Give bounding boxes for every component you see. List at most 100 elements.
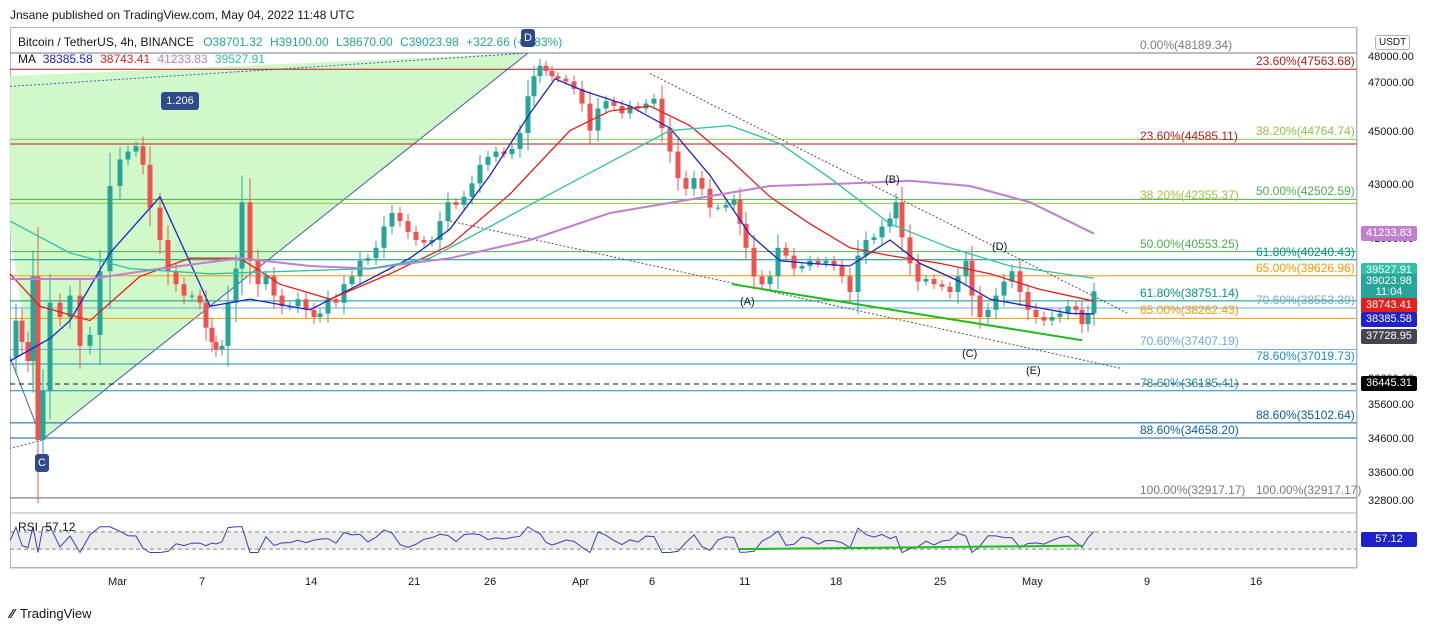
candle-body (899, 202, 905, 238)
candle-body (759, 276, 765, 285)
harmonic-dotted (9, 52, 529, 87)
candle-body (595, 108, 601, 131)
candle-body (213, 342, 219, 350)
fib-level-label: 88.60%(35102.64) (1256, 407, 1355, 422)
ohlc-change: +322.66 (+0.83%) (466, 35, 563, 49)
candle-body (723, 204, 729, 208)
candle-body (525, 96, 531, 133)
candle-body (1091, 291, 1097, 314)
ma-legend: MA 38385.58 38743.41 41233.83 39527.91 (18, 52, 265, 66)
candle-body (603, 101, 609, 109)
price-tick-label: 45000.00 (1368, 126, 1414, 138)
candle-body (815, 260, 821, 264)
time-tick-label: 7 (199, 576, 206, 588)
candle-body (303, 299, 309, 310)
time-tick-label: 26 (484, 576, 497, 588)
candle-body (1079, 309, 1085, 325)
candle-body (893, 202, 899, 219)
candle-body (555, 76, 561, 79)
currency-badge[interactable]: USDT (1375, 35, 1411, 50)
candle-body (985, 309, 991, 317)
candle-body (365, 258, 371, 261)
candle-body (667, 128, 673, 152)
rsi-band (10, 531, 1357, 550)
fib-level-label: 78.60%(36185.41) (1140, 375, 1239, 390)
candle-body (863, 240, 869, 256)
candle-body (651, 98, 657, 104)
symbol-name: Bitcoin / TetherUS, 4h, BINANCE (18, 35, 194, 49)
price-tag: 37728.95 (1361, 329, 1417, 345)
fib-level-label: 70.60%(38553.39) (1256, 292, 1355, 307)
fib-level-label: 23.60%(47563.68) (1256, 54, 1355, 69)
candle-body (783, 247, 789, 256)
price-tick-label: 47000.00 (1368, 77, 1414, 89)
harmonic-point-label: D (521, 29, 535, 47)
candle-body (477, 164, 483, 184)
candle-body (325, 299, 331, 314)
fib-level-label: 65.00%(39626.96) (1256, 260, 1355, 275)
price-tag: 38743.41 (1361, 298, 1417, 314)
price-tag: 36445.31 (1361, 376, 1417, 392)
candle-body (1065, 306, 1071, 314)
harmonic-pattern (9, 52, 529, 449)
fib-level-label: 70.60%(37407.19) (1140, 334, 1239, 349)
harmonic-point-label: C (35, 454, 49, 472)
time-tick-label: 14 (305, 576, 318, 588)
candle-body (219, 345, 225, 350)
candle-body (799, 266, 805, 269)
candle-body (30, 276, 36, 361)
rsi-value: 57.12 (45, 520, 76, 534)
fib-level-label: 100.00%(32917.17) (1256, 482, 1362, 497)
fib-level-label: 50.00%(42502.59) (1256, 184, 1355, 199)
candle-body (531, 76, 537, 97)
time-tick-label: May (1022, 576, 1043, 588)
candle-body (907, 237, 913, 264)
price-tag: 41233.83 (1361, 225, 1417, 241)
candle-body (225, 302, 231, 346)
fib-level-label: 78.60%(37019.73) (1256, 349, 1355, 364)
fib-level-label: 88.60%(34658.20) (1140, 423, 1239, 438)
ma-fast-value: 38385.58 (42, 52, 93, 66)
candle-body (775, 247, 781, 277)
candle-body (13, 320, 19, 358)
harmonic-dotted-low (9, 439, 43, 449)
candle-body (173, 271, 179, 285)
ma-line (9, 77, 1095, 362)
tradingview-logo[interactable]: ⁄⁄ TradingView (10, 606, 92, 621)
candle-body (751, 247, 757, 277)
candle-body (381, 226, 387, 248)
price-tick-label: 34600.00 (1368, 433, 1414, 445)
wave-label: (B) (885, 173, 900, 186)
symbol-legend: Bitcoin / TetherUS, 4h, BINANCE O38701.3… (18, 35, 566, 49)
price-tag: 38385.58 (1361, 311, 1417, 327)
candle-body (397, 213, 403, 222)
candle-body (77, 295, 83, 346)
candle-body (189, 295, 195, 297)
candle-body (445, 202, 451, 222)
candle-body (627, 106, 633, 114)
time-tick-label: 9 (1144, 576, 1151, 588)
candle-body (40, 390, 46, 440)
ma-slow-value: 41233.83 (157, 52, 208, 66)
ohlc-close: C39023.98 (400, 35, 459, 49)
candle-body (587, 103, 593, 131)
candle-body (389, 213, 395, 227)
candle-body (263, 276, 269, 285)
ma-line (9, 124, 1095, 279)
time-tick-label: Mar (108, 576, 127, 588)
candle-body (939, 284, 945, 287)
candle-body (317, 313, 323, 317)
candle-body (1085, 313, 1091, 325)
moving-averages (9, 77, 1095, 362)
candle-body (737, 199, 743, 224)
candle-body (731, 199, 737, 205)
candle-body (107, 186, 113, 272)
candle-body (743, 223, 749, 248)
wave-label: (A) (740, 295, 755, 308)
candle-body (429, 240, 435, 243)
candle-body (239, 202, 245, 269)
time-tick-label: 16 (1250, 576, 1263, 588)
candle-body (311, 309, 317, 317)
candle-body (247, 202, 253, 261)
